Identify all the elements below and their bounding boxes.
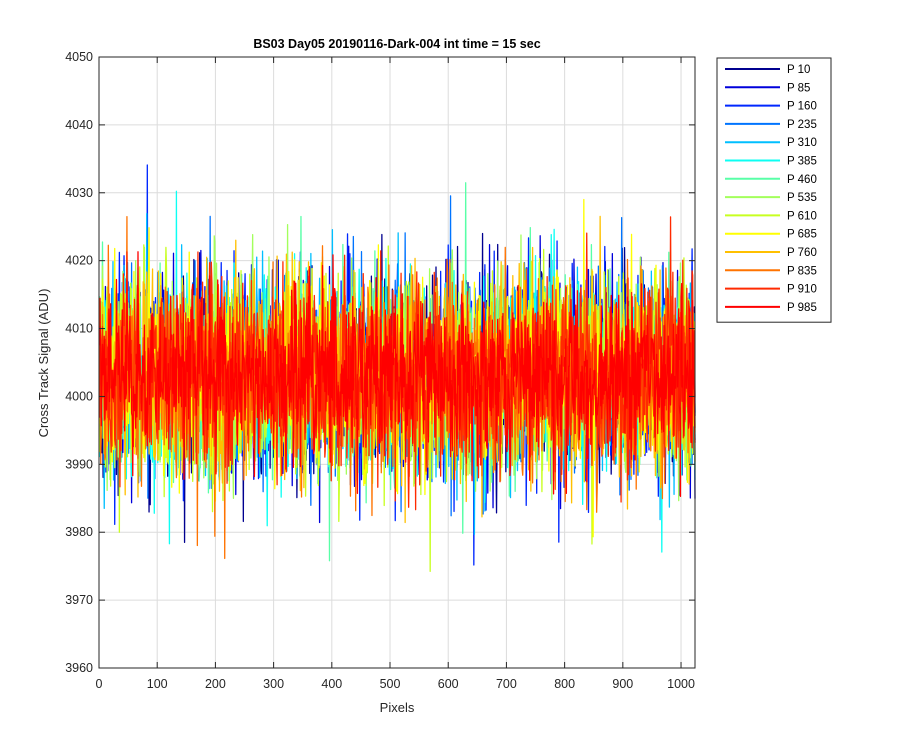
legend-label: P 535 <box>787 192 817 204</box>
plot-area <box>98 164 696 572</box>
legend-label: P 760 <box>787 247 817 259</box>
y-tick-label: 4010 <box>65 322 93 336</box>
series-line <box>98 216 696 511</box>
legend-label: P 835 <box>787 265 817 277</box>
x-tick-label: 400 <box>321 677 342 691</box>
y-tick-label: 3990 <box>65 457 93 471</box>
x-tick-label: 500 <box>380 677 401 691</box>
y-axis-label: Cross Track Signal (ADU) <box>36 289 51 438</box>
legend-label: P 385 <box>787 156 817 168</box>
y-tick-label: 3980 <box>65 525 93 539</box>
legend-label: P 460 <box>787 174 817 186</box>
legend-label: P 985 <box>787 302 817 314</box>
y-tick-label: 4030 <box>65 186 93 200</box>
y-tick-label: 4040 <box>65 118 93 132</box>
y-tick-label: 3970 <box>65 593 93 607</box>
x-axis-label: Pixels <box>380 700 415 715</box>
plot-frame <box>98 56 696 669</box>
legend-label: P 310 <box>787 137 817 149</box>
x-tick-label: 1000 <box>667 677 695 691</box>
y-tick-label: 4000 <box>65 389 93 403</box>
legend-label: P 85 <box>787 82 810 94</box>
legend-label: P 685 <box>787 229 817 241</box>
x-axis: 0 100 200 300 400 500 600 700 800 900 1000 <box>96 57 695 691</box>
x-tick-label: 300 <box>263 677 284 691</box>
y-tick-label: 4050 <box>65 50 93 64</box>
y-tick-label: 3960 <box>65 661 93 675</box>
legend-label: P 610 <box>787 210 817 222</box>
legend-label: P 235 <box>787 119 817 131</box>
x-tick-label: 900 <box>612 677 633 691</box>
x-tick-label: 700 <box>496 677 517 691</box>
x-tick-label: 600 <box>438 677 459 691</box>
x-tick-label: 200 <box>205 677 226 691</box>
x-tick-label: 0 <box>96 677 103 691</box>
legend-label: P 910 <box>787 284 817 296</box>
y-tick-label: 4020 <box>65 254 93 268</box>
legend-label: P 160 <box>787 101 817 113</box>
y-axis: 3960 3970 3980 3990 4000 4010 4020 4030 4040 4050 <box>65 50 695 675</box>
chart-title: BS03 Day05 20190116-Dark-004 int time = … <box>253 37 540 51</box>
legend: P 10 P 85 P 160 P 235 P 310 P 385 P 460 P 535 P … <box>716 57 832 323</box>
legend-label: P 10 <box>787 64 810 76</box>
x-tick-label: 800 <box>554 677 575 691</box>
x-tick-label: 100 <box>147 677 168 691</box>
legend-box <box>716 57 832 323</box>
series-line <box>98 251 696 498</box>
